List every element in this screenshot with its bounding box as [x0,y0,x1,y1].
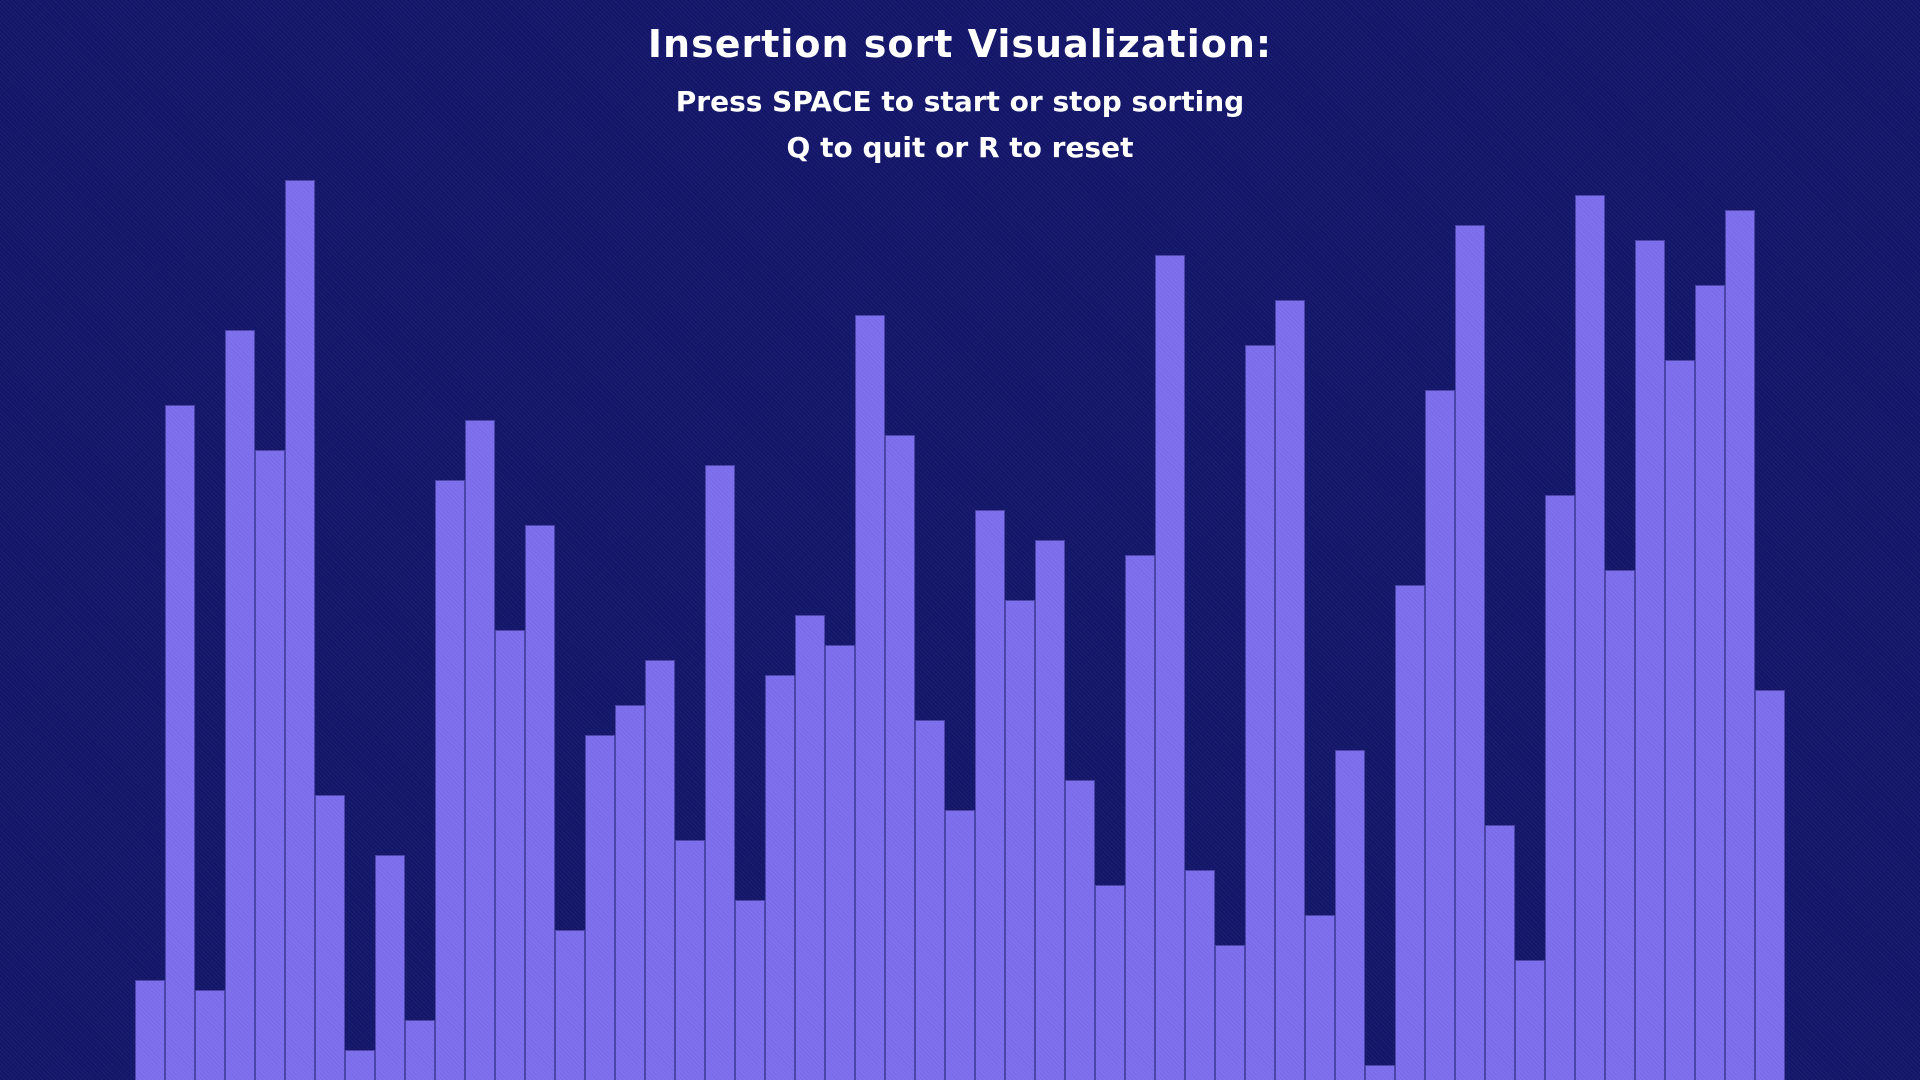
array-bar [1125,555,1155,1080]
array-bar [1095,885,1125,1080]
array-bar [375,855,405,1080]
array-bar [1335,750,1365,1080]
array-bar [1155,255,1185,1080]
instruction-quit-text: Q to quit or R to reset [786,131,1134,164]
array-bar [1215,945,1245,1080]
array-bar [435,480,465,1080]
array-bar [1065,780,1095,1080]
array-bar [1545,495,1575,1080]
array-bar [225,330,255,1080]
array-bar [675,840,705,1080]
array-bar [645,660,675,1080]
array-bar [465,420,495,1080]
array-bar [1485,825,1515,1080]
array-bar [795,615,825,1080]
array-bar [165,405,195,1080]
array-bar [345,1050,375,1080]
array-bar [1005,600,1035,1080]
array-bar [285,180,315,1080]
array-bar [885,435,915,1080]
array-bar [315,795,345,1080]
array-bar [135,980,165,1080]
array-bar [1665,360,1695,1080]
array-bar [1035,540,1065,1080]
array-bar [1515,960,1545,1080]
array-bar [1605,570,1635,1080]
array-bar [765,675,795,1080]
array-bar [585,735,615,1080]
array-bar [1725,210,1755,1080]
array-bar [1575,195,1605,1080]
array-bar [705,465,735,1080]
array-bar [945,810,975,1080]
array-bar [1695,285,1725,1080]
page-title: Insertion sort Visualization: [647,22,1273,66]
array-bar [1365,1065,1395,1080]
array-bar [1245,345,1275,1080]
array-bar [1305,915,1335,1080]
array-bar [915,720,945,1080]
array-bar [1185,870,1215,1080]
array-bar [975,510,1005,1080]
array-bar [1635,240,1665,1080]
array-bar [195,990,225,1080]
array-bar [1455,225,1485,1080]
array-bar [615,705,645,1080]
array-bar [1275,300,1305,1080]
array-bar [525,525,555,1080]
array-bar [405,1020,435,1080]
array-bar [495,630,525,1080]
array-bar [1755,690,1785,1080]
array-bar [1425,390,1455,1080]
instruction-start-text: Press SPACE to start or stop sorting [675,85,1245,118]
array-bar [255,450,285,1080]
array-bar [1395,585,1425,1080]
array-bar [825,645,855,1080]
array-bar [855,315,885,1080]
array-bar [735,900,765,1080]
array-bar [555,930,585,1080]
